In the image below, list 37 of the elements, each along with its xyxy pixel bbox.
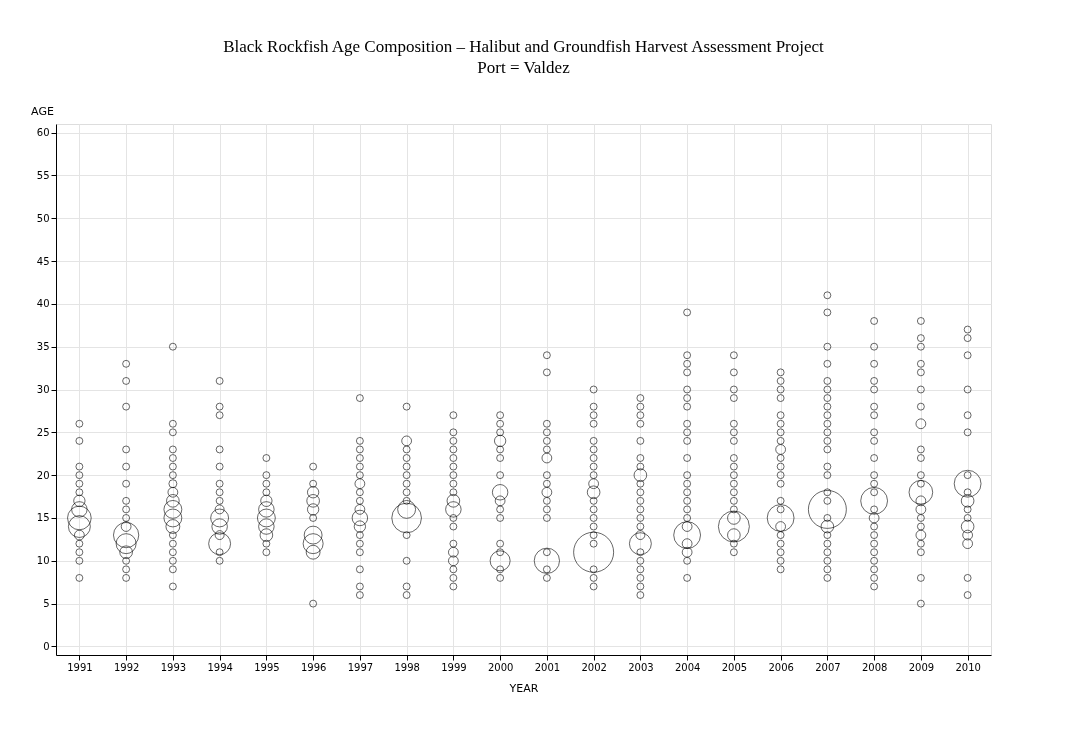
x-axis-title: YEAR	[508, 681, 539, 695]
y-tick-label: 35	[36, 341, 50, 353]
x-tick-label: 1994	[207, 661, 233, 673]
chart-subtitle: Port = Valdez	[477, 58, 571, 77]
chart-title: Black Rockfish Age Composition – Halibut and Groundfish Harvest Assessment Project	[223, 37, 825, 56]
y-tick-label: 25	[36, 426, 50, 438]
x-tick-label: 2006	[768, 661, 794, 673]
x-tick-label: 1996	[300, 661, 327, 673]
x-tick-label: 2008	[861, 661, 888, 673]
y-tick-label: 60	[36, 127, 50, 139]
x-tick-label: 2003	[628, 661, 654, 673]
y-axis-title: AGE	[31, 104, 54, 118]
y-tick-label: 30	[36, 384, 50, 395]
x-tick-label: 2002	[581, 661, 607, 673]
x-tick-label: 1997	[347, 661, 374, 673]
x-tick-label: 1998	[394, 661, 420, 673]
y-tick-label: 20	[36, 469, 50, 481]
y-tick-label: 50	[36, 212, 50, 224]
x-tick-label: 2009	[908, 661, 935, 673]
y-tick-label: 55	[36, 169, 50, 181]
x-tick-label: 2010	[955, 661, 981, 673]
y-tick-label: 5	[43, 598, 50, 610]
y-tick-label: 0	[43, 640, 50, 652]
x-tick-label: 1991	[67, 661, 93, 673]
x-tick-label: 2000	[487, 661, 514, 673]
x-tick-label: 1992	[113, 661, 140, 673]
y-tick-label: 15	[36, 512, 50, 524]
y-tick-label: 10	[36, 555, 50, 567]
x-tick-label: 2004	[674, 661, 701, 673]
x-tick-label: 2005	[721, 661, 748, 673]
y-tick-label: 45	[36, 255, 50, 267]
x-tick-label: 2001	[534, 661, 561, 673]
x-tick-label: 2007	[815, 661, 841, 673]
y-tick-label: 40	[36, 298, 50, 310]
x-tick-label: 1999	[441, 661, 467, 673]
x-tick-label: 1993	[160, 661, 187, 673]
x-tick-label: 1995	[254, 661, 280, 673]
